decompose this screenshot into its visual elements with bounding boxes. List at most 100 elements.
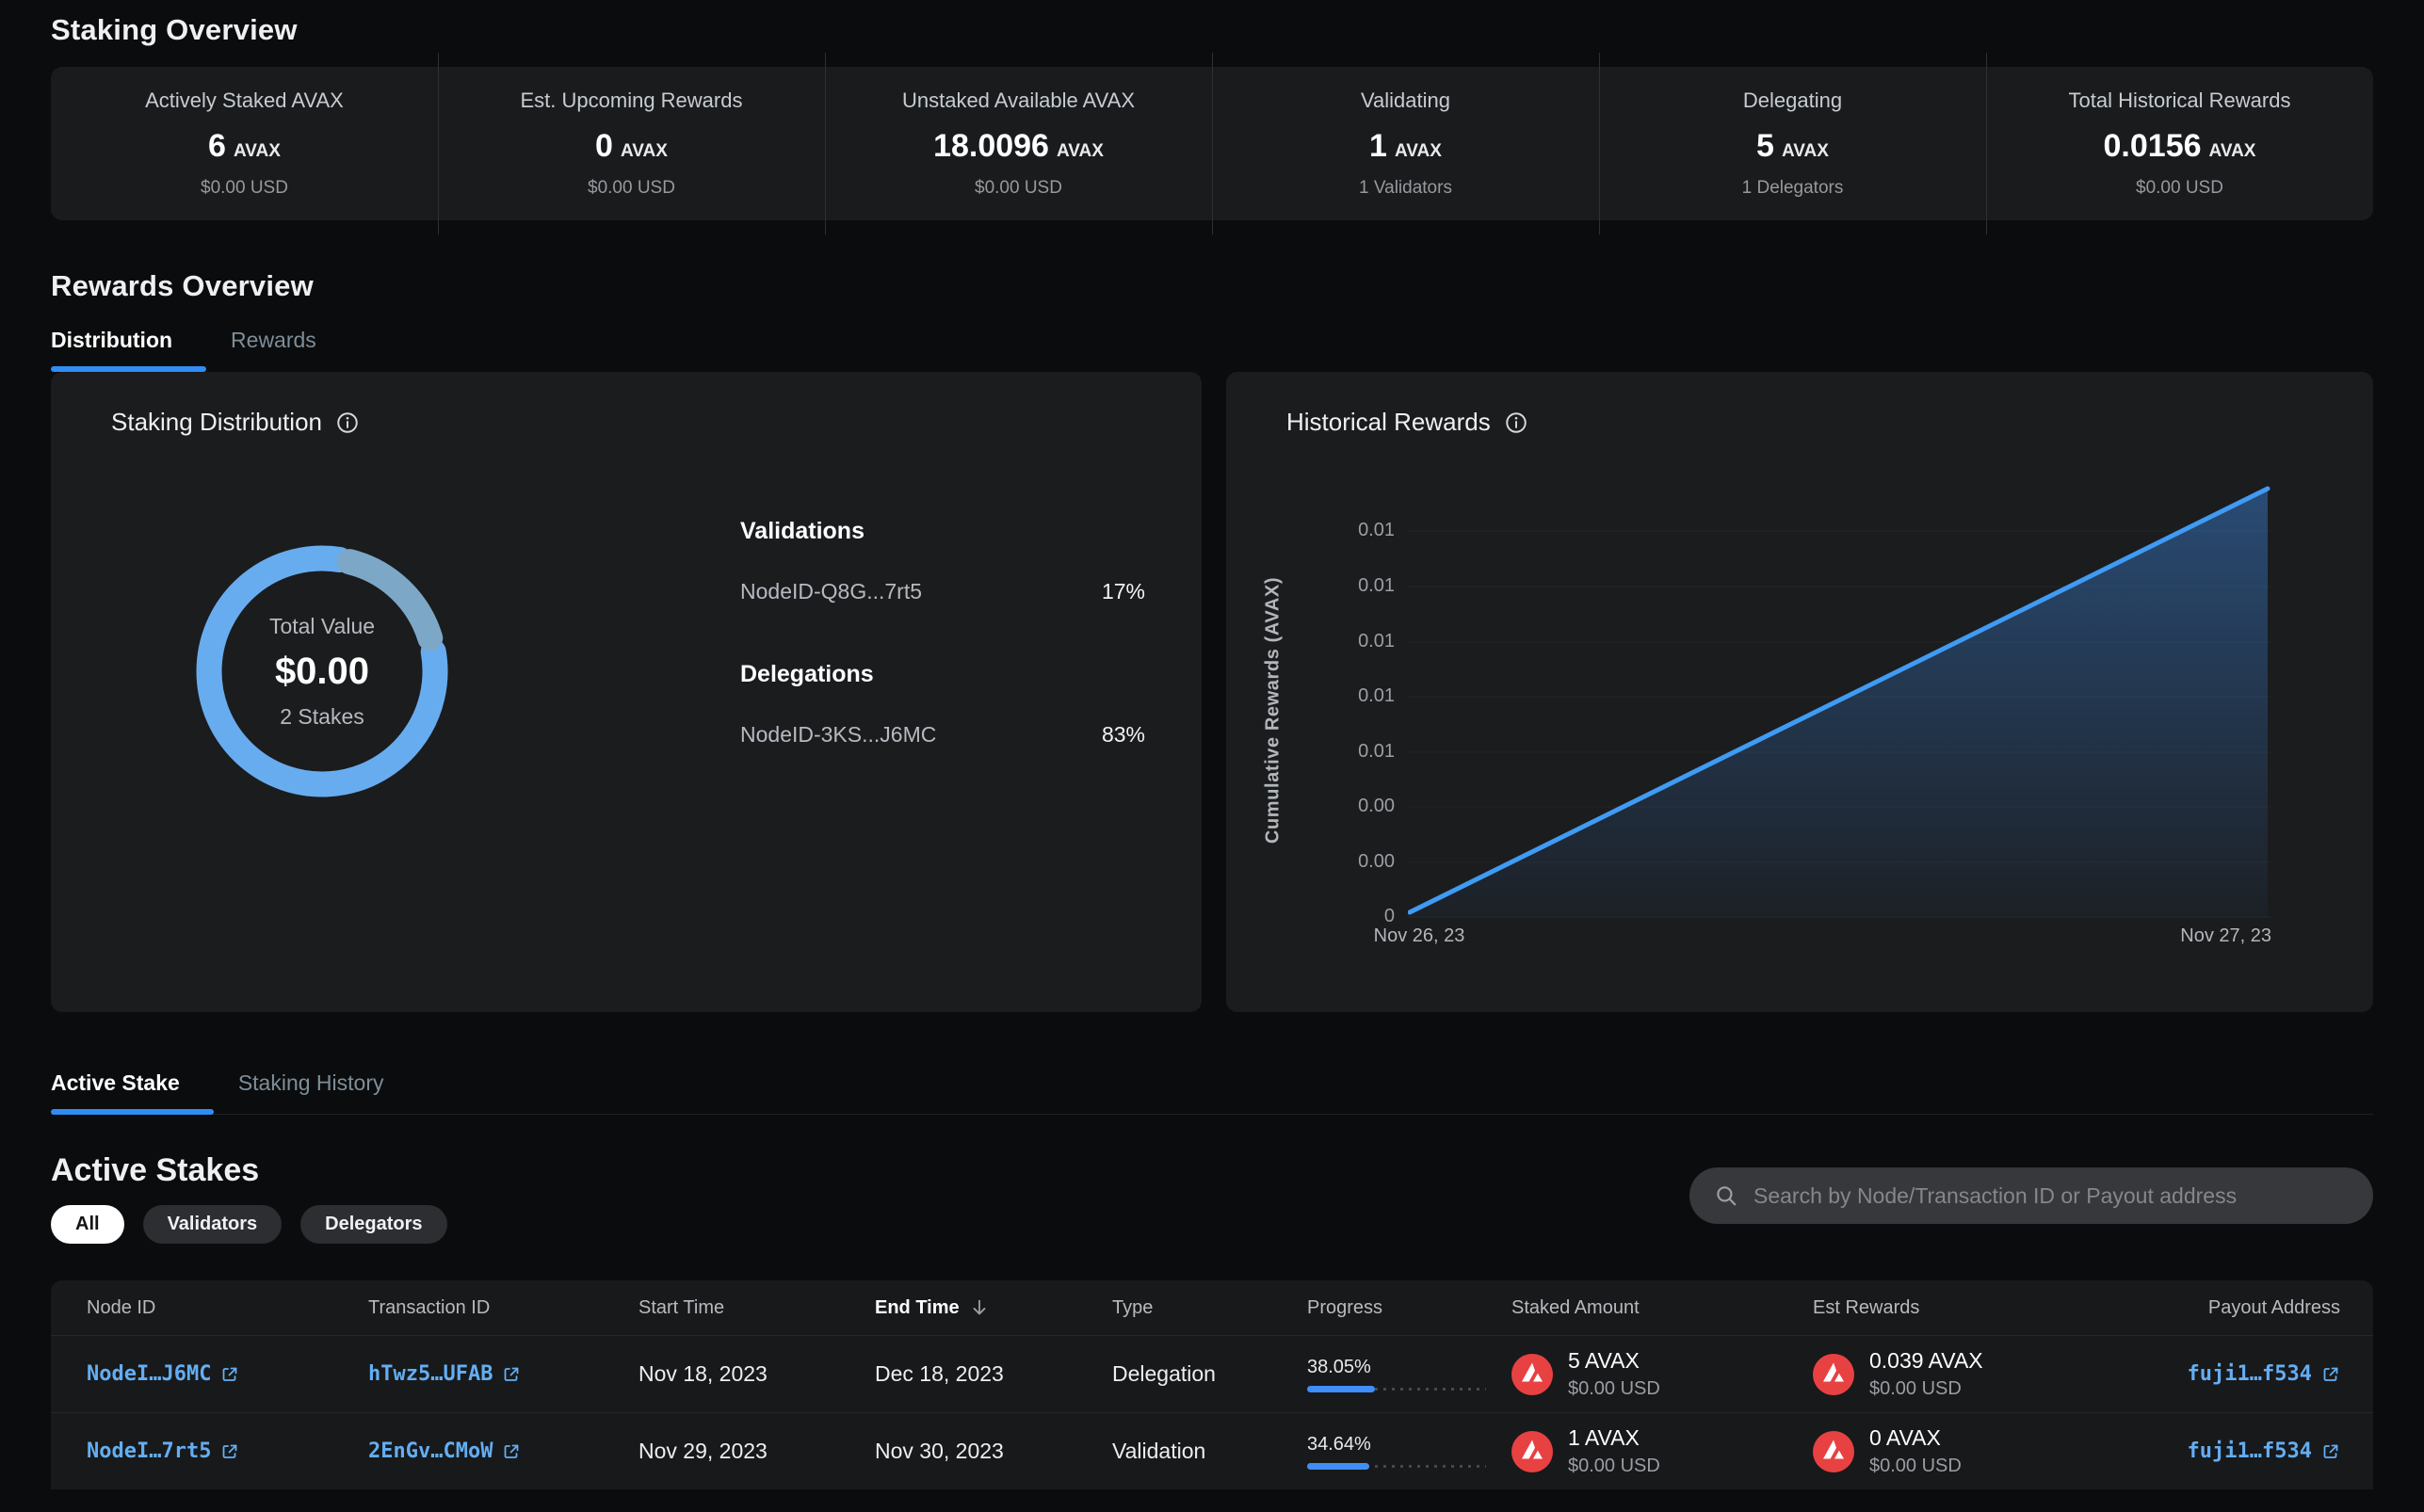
transaction-id-link[interactable]: 2EnGv…CMoW [368, 1440, 638, 1463]
avax-logo-icon [1813, 1353, 1854, 1395]
y-tick: 0.01 [1358, 631, 1395, 651]
validation-pct: 17% [1101, 579, 1145, 603]
rewards-overview-title: Rewards Overview [51, 269, 314, 302]
delegation-pct: 83% [1101, 722, 1145, 747]
col-progress[interactable]: Progress [1307, 1296, 1383, 1318]
delegations-heading: Delegations [740, 661, 874, 687]
stat-sub: 1 Delegators [1741, 178, 1844, 198]
col-transaction-id[interactable]: Transaction ID [368, 1296, 491, 1318]
stat-label: Delegating [1742, 88, 1843, 112]
stat-sub: $0.00 USD [201, 178, 288, 198]
external-link-icon [223, 1367, 237, 1381]
donut-segment-delegations[interactable] [196, 545, 448, 797]
filter-delegators[interactable]: Delegators [300, 1205, 447, 1244]
donut-segment-validations[interactable] [336, 549, 444, 651]
y-tick: 0.00 [1358, 796, 1395, 816]
delegations-group: Delegations NodeID-3KS...J6MC 83% [740, 661, 1145, 748]
active-stakes-header: Active Stakes All Validators Delegators [51, 1152, 2373, 1244]
stat-actively-staked: Actively Staked AVAX 6 AVAX $0.00 USD [51, 79, 438, 208]
validations-group: Validations NodeID-Q8G...7rt5 17% [740, 518, 1145, 604]
historical-rewards-card: Historical Rewards Cumulative Rewards (A… [1226, 372, 2373, 1012]
rewards-avax: 0 AVAX [1869, 1425, 1941, 1450]
avax-logo-icon [1511, 1430, 1553, 1472]
avax-logo-icon [1511, 1353, 1553, 1395]
external-link-icon [2323, 1367, 2338, 1381]
stat-unit: AVAX [1394, 141, 1442, 161]
page-title: Staking Overview [51, 13, 298, 46]
staked-usd: $0.00 USD [1568, 1456, 1660, 1476]
search-bar[interactable] [1689, 1167, 2373, 1224]
node-id-link[interactable]: NodeI…J6MC [87, 1362, 368, 1386]
stat-value: 18.0096 [933, 128, 1049, 164]
stat-upcoming-rewards: Est. Upcoming Rewards 0 AVAX $0.00 USD [438, 53, 825, 234]
col-start-time[interactable]: Start Time [638, 1296, 725, 1318]
x-tick-start: Nov 26, 23 [1373, 925, 1465, 946]
stat-delegating: Delegating 5 AVAX 1 Delegators [1599, 53, 1986, 234]
rewards-usd: $0.00 USD [1869, 1456, 1962, 1476]
staking-distribution-donut: Total Value $0.00 2 Stakes [183, 532, 461, 811]
info-icon[interactable] [335, 410, 360, 435]
stat-label: Est. Upcoming Rewards [520, 88, 743, 112]
external-link-icon [505, 1367, 519, 1381]
sort-desc-icon [973, 1299, 986, 1315]
staked-usd: $0.00 USD [1568, 1378, 1660, 1399]
y-tick: 0.01 [1358, 685, 1395, 706]
col-end-time[interactable]: End Time [875, 1297, 1112, 1319]
active-stakes-title: Active Stakes [51, 1152, 260, 1188]
historical-rewards-title: Historical Rewards [1286, 408, 1491, 436]
est-rewards-cell: 0.039 AVAX $0.00 USD [1813, 1348, 2124, 1400]
rewards-line [1407, 486, 2270, 915]
stat-value: 5 [1756, 128, 1774, 164]
distribution-legend: Validations NodeID-Q8G...7rt5 17% Delega… [740, 518, 1145, 748]
stat-unit: AVAX [2208, 141, 2256, 161]
staked-amount-cell: 5 AVAX $0.00 USD [1511, 1348, 1813, 1400]
y-tick: 0.01 [1358, 520, 1395, 540]
stake-filters: All Validators Delegators [51, 1205, 2373, 1244]
table-row: NodeI…7rt5 2EnGv…CMoW Nov 29, 2023 Nov 3… [51, 1412, 2373, 1489]
tab-distribution[interactable]: Distribution [51, 328, 207, 372]
tab-staking-history[interactable]: Staking History [237, 1070, 384, 1095]
stat-unit: AVAX [1056, 141, 1104, 161]
payout-address-link[interactable]: fuji1…f534 [2188, 1440, 2340, 1463]
stat-label: Validating [1361, 88, 1450, 112]
col-node-id[interactable]: Node ID [87, 1296, 156, 1318]
stat-sub: $0.00 USD [975, 178, 1062, 198]
active-stakes-table: Node ID Transaction ID Start Time End Ti… [51, 1280, 2373, 1489]
progress-bar [1307, 1462, 1486, 1470]
donut-total-value: $0.00 [274, 650, 370, 692]
rewards-overview-tabs: Distribution Rewards [51, 328, 2373, 372]
external-link-icon [2323, 1444, 2338, 1458]
end-time: Nov 30, 2023 [875, 1439, 1004, 1463]
transaction-id-text: hTwz5…UFAB [368, 1362, 493, 1386]
y-tick: 0.00 [1358, 851, 1395, 872]
tab-active-stake[interactable]: Active Stake [51, 1070, 214, 1115]
node-id-link[interactable]: NodeI…7rt5 [87, 1440, 368, 1463]
col-payout-address[interactable]: Payout Address [2207, 1296, 2340, 1318]
col-type[interactable]: Type [1112, 1296, 1154, 1318]
y-tick: 0 [1383, 906, 1395, 926]
chart-plot-area [1407, 483, 2271, 918]
filter-validators[interactable]: Validators [142, 1205, 283, 1244]
stat-label: Actively Staked AVAX [145, 88, 344, 112]
transaction-id-link[interactable]: hTwz5…UFAB [368, 1362, 638, 1386]
progress-value: 34.64% [1307, 1433, 1371, 1455]
filter-all[interactable]: All [51, 1205, 124, 1244]
col-staked-amount[interactable]: Staked Amount [1511, 1296, 1640, 1318]
rewards-avax: 0.039 AVAX [1869, 1348, 1983, 1373]
info-icon[interactable] [1504, 410, 1528, 435]
search-input[interactable] [1753, 1182, 2349, 1209]
col-est-rewards[interactable]: Est Rewards [1813, 1296, 1920, 1318]
validation-node-id: NodeID-Q8G...7rt5 [740, 579, 923, 603]
stat-value: 0 [595, 128, 613, 164]
stake-type: Validation [1112, 1439, 1206, 1463]
table-header-row: Node ID Transaction ID Start Time End Ti… [51, 1280, 2373, 1335]
tab-rewards[interactable]: Rewards [231, 328, 316, 352]
transaction-id-text: 2EnGv…CMoW [368, 1440, 493, 1463]
node-id-text: NodeI…7rt5 [87, 1440, 212, 1463]
staking-distribution-title: Staking Distribution [111, 408, 322, 436]
search-icon [1717, 1186, 1737, 1206]
start-time: Nov 29, 2023 [638, 1439, 768, 1463]
stat-unstaked-available: Unstaked Available AVAX 18.0096 AVAX $0.0… [825, 53, 1212, 234]
stakes-tabs: Active Stake Staking History [51, 1070, 2373, 1115]
payout-address-link[interactable]: fuji1…f534 [2188, 1362, 2340, 1386]
